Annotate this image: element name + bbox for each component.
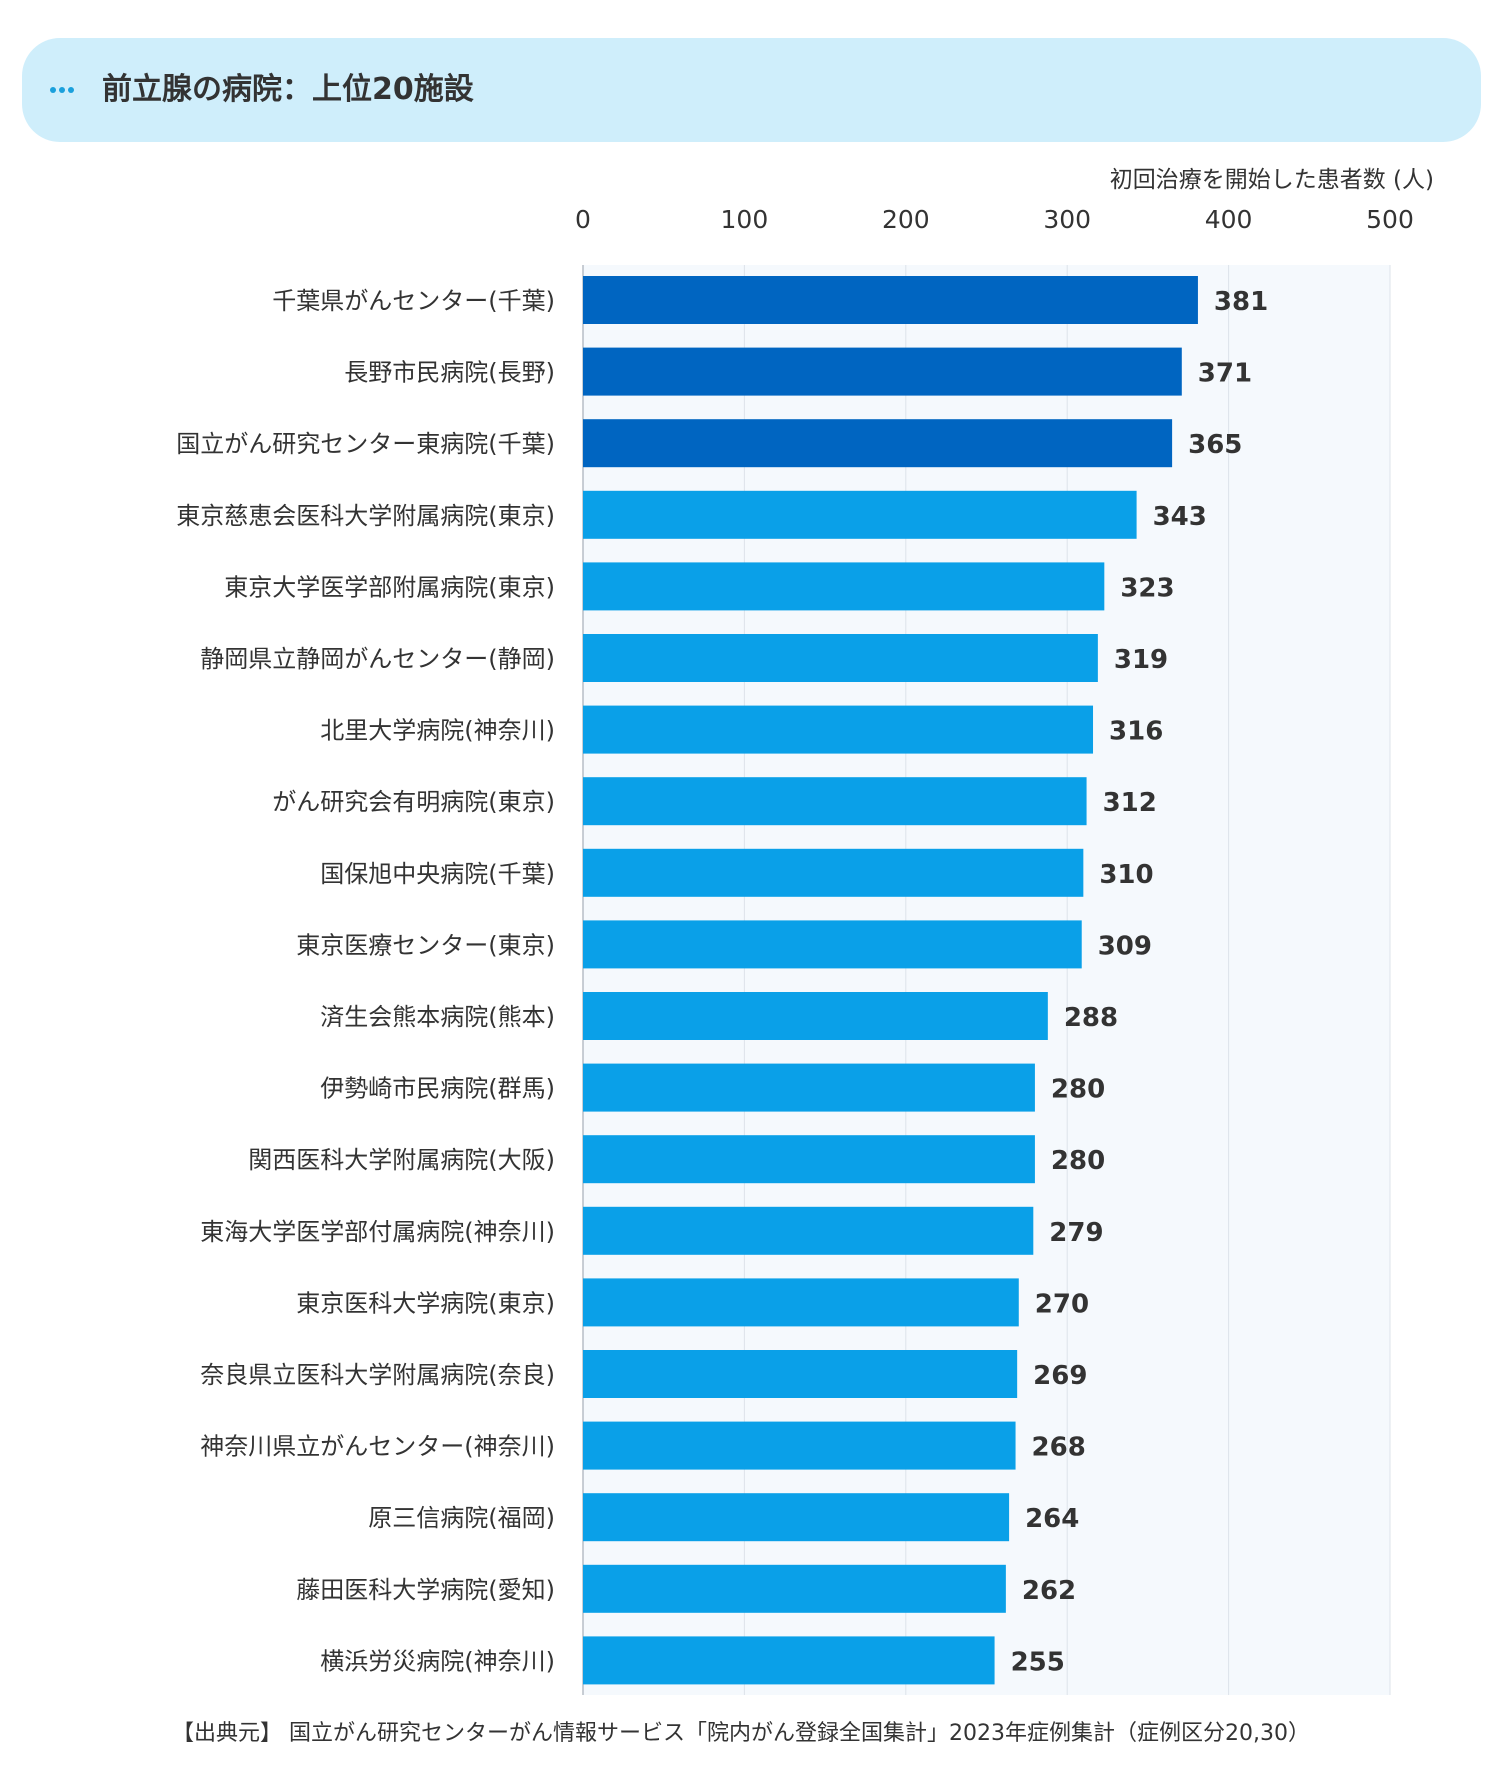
bar	[583, 705, 1094, 754]
source-note: 【出典元】 国立がん研究センターがん情報サービス「院内がん登録全国集計」2023…	[172, 1721, 1310, 1746]
data-label: 316	[1109, 717, 1163, 747]
category-label: がん研究会有明病院(東京)	[272, 788, 555, 816]
data-label: 280	[1051, 1146, 1105, 1176]
bar	[583, 419, 1173, 468]
category-label: 静岡県立静岡がんセンター(静岡)	[200, 645, 555, 673]
bar	[583, 777, 1087, 826]
chart-header: 前立腺の病院：上位20施設	[22, 38, 1481, 142]
x-tick-label: 300	[1043, 205, 1091, 234]
data-label: 381	[1214, 287, 1268, 317]
data-label: 343	[1153, 502, 1207, 532]
data-label: 288	[1064, 1003, 1118, 1033]
category-label: 原三信病院(福岡)	[368, 1504, 555, 1532]
data-label: 279	[1049, 1218, 1103, 1248]
bar	[583, 1421, 1016, 1470]
data-label: 309	[1098, 931, 1152, 961]
category-label: 北里大学病院(神奈川)	[320, 717, 555, 745]
bar	[583, 1206, 1034, 1255]
bar	[583, 1636, 995, 1685]
x-tick-label: 500	[1366, 205, 1414, 234]
data-label: 262	[1022, 1576, 1076, 1606]
data-label: 255	[1011, 1647, 1065, 1677]
category-label: 国保旭中央病院(千葉)	[320, 860, 555, 888]
data-label: 310	[1099, 860, 1153, 890]
bar	[583, 276, 1198, 324]
bar	[583, 1493, 1010, 1542]
bar	[583, 1350, 1018, 1398]
chart-title: 前立腺の病院：上位20施設	[102, 72, 474, 107]
bar	[583, 490, 1137, 539]
data-label: 270	[1035, 1289, 1089, 1319]
data-label: 365	[1188, 430, 1242, 460]
bar	[583, 1564, 1006, 1613]
category-label: 伊勢崎市民病院(群馬)	[320, 1075, 555, 1103]
data-label: 371	[1198, 359, 1252, 389]
category-label: 東京大学医学部附属病院(東京)	[224, 573, 555, 601]
x-tick-label: 400	[1205, 205, 1253, 234]
x-axis-label: 初回治療を開始した患者数 (人)	[1109, 167, 1434, 193]
category-label: 国立がん研究センター東病院(千葉)	[176, 430, 555, 458]
bar	[583, 848, 1084, 897]
bar	[583, 1063, 1035, 1112]
category-label: 関西医科大学附属病院(大阪)	[248, 1146, 555, 1174]
bar-chart: 0 100 200 300 400 500 千葉県がんセンター(千葉) 381 長野市民病院(長…	[176, 205, 1414, 1695]
category-label: 千葉県がんセンター(千葉)	[272, 287, 555, 315]
data-label: 269	[1033, 1361, 1087, 1391]
category-label: 長野市民病院(長野)	[344, 359, 555, 387]
plot-area	[583, 265, 1390, 1695]
x-tick-label: 0	[575, 205, 591, 234]
bar	[583, 634, 1098, 682]
bar	[583, 992, 1048, 1040]
category-label: 神奈川県立がんセンター(神奈川)	[200, 1433, 555, 1461]
category-label: 奈良県立医科大学附属病院(奈良)	[200, 1361, 555, 1389]
category-label: 東京慈恵会医科大学附属病院(東京)	[176, 502, 555, 530]
more-dots-icon[interactable]	[50, 87, 74, 93]
data-label: 264	[1025, 1504, 1079, 1534]
bar	[583, 347, 1182, 396]
data-label: 280	[1051, 1075, 1105, 1105]
bar	[583, 562, 1105, 611]
category-label: 済生会熊本病院(熊本)	[320, 1003, 555, 1031]
category-label: 横浜労災病院(神奈川)	[320, 1647, 555, 1675]
bar	[583, 920, 1082, 969]
category-label: 藤田医科大学病院(愛知)	[296, 1576, 555, 1604]
data-label: 323	[1120, 573, 1174, 603]
bar	[583, 1278, 1019, 1327]
category-label: 東京医科大学病院(東京)	[296, 1289, 555, 1317]
x-tick-label: 200	[882, 205, 930, 234]
bar	[583, 1135, 1035, 1184]
data-label: 312	[1103, 788, 1157, 818]
category-label: 東海大学医学部付属病院(神奈川)	[200, 1218, 555, 1246]
data-label: 319	[1114, 645, 1168, 675]
x-tick-label: 100	[721, 205, 769, 234]
data-label: 268	[1032, 1433, 1086, 1463]
category-label: 東京医療センター(東京)	[296, 931, 555, 959]
